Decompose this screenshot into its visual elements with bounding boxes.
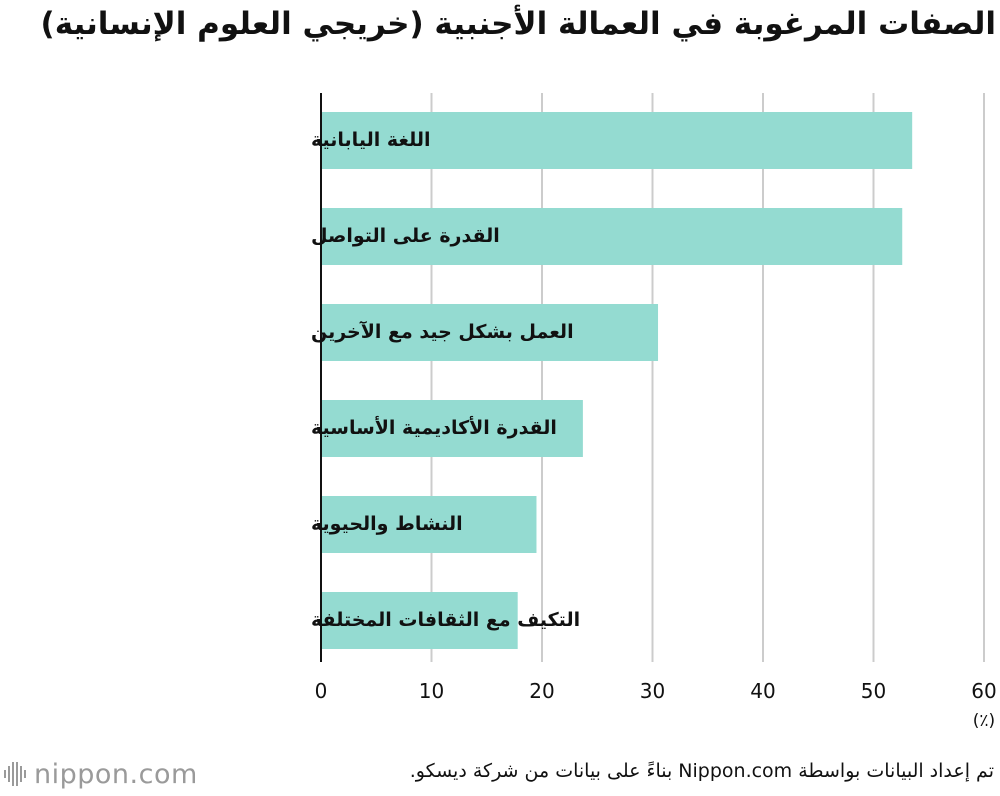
x-tick-label: 60: [971, 679, 996, 703]
x-tick-label: 50: [861, 679, 886, 703]
x-tick-label: 40: [750, 679, 775, 703]
x-axis-unit-label: (٪): [973, 711, 995, 731]
bar: [321, 400, 583, 457]
bar: [321, 496, 537, 553]
source-note: تم إعداد البيانات بواسطة Nippon.com بناء…: [409, 760, 994, 782]
x-tick-label: 0: [315, 679, 328, 703]
grid-lines: [430, 93, 985, 662]
bars: [321, 112, 913, 649]
footer: nippon.com تم إعداد البيانات بواسطة Nipp…: [0, 752, 1000, 796]
bar: [321, 304, 659, 361]
x-tick-labels: 0 10 20 30 40 50 60: [315, 679, 997, 703]
x-tick-label: 20: [529, 679, 554, 703]
category-labels: اللغة اليابانية القدرة على التواصل العمل ب…: [311, 129, 580, 631]
category-label: التكيف مع الثقافات المختلفة: [311, 609, 580, 631]
category-label: العمل بشكل جيد مع الآخرين: [311, 320, 574, 343]
bar: [321, 592, 518, 649]
nippon-logo-text: nippon.com: [34, 758, 198, 790]
bar: [321, 112, 913, 169]
nippon-logo-bars-icon: [4, 761, 26, 787]
bar-chart: اللغة اليابانية القدرة على التواصل العمل ب…: [311, 93, 997, 731]
chart-title: الصفات المرغوبة في العمالة الأجنبية (خري…: [40, 6, 996, 42]
category-label: القدرة على التواصل: [311, 225, 500, 247]
category-label: القدرة الأكاديمية الأساسية: [311, 416, 557, 439]
x-tick-label: 10: [419, 679, 444, 703]
category-label: النشاط والحيوية: [311, 513, 463, 535]
x-tick-label: 30: [640, 679, 665, 703]
category-label: اللغة اليابانية: [311, 129, 430, 151]
nippon-logo[interactable]: nippon.com: [4, 756, 198, 792]
bar: [321, 208, 903, 265]
